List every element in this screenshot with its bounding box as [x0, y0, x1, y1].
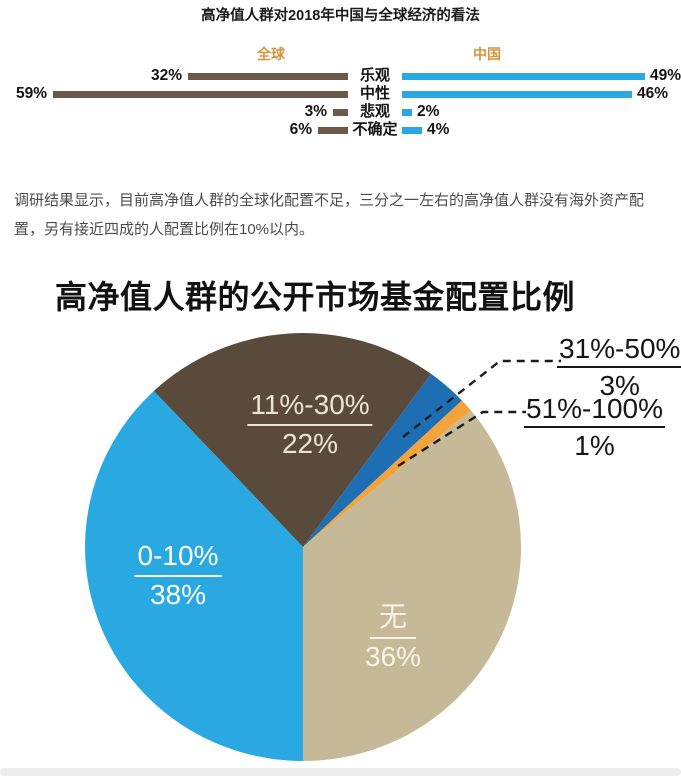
slice-range-text: 0-10% [134, 540, 222, 577]
survey-paragraph: 调研结果显示，目前高净值人群的全球化配置不足，三分之一左右的高净值人群没有海外资… [14, 192, 645, 238]
leader-line-51-100 [397, 410, 526, 468]
global-bar [333, 108, 348, 116]
bottom-divider [0, 768, 681, 776]
pie-slice-31%-50% [303, 373, 462, 547]
slice-pct-text: 38% [149, 578, 207, 610]
china-side: 2% [402, 103, 681, 121]
callout-label-51-100: 51%-100% 1% [524, 393, 665, 462]
callout-label-31-50: 31%-50% 3% [557, 333, 681, 402]
global-bar [188, 72, 348, 80]
category-label: 悲观 [359, 103, 390, 120]
china-side: 46% [402, 85, 681, 103]
pie-slice-51%-100% [303, 400, 471, 547]
callout-pct-text: 1% [574, 429, 615, 461]
callout-pct-text: 3% [599, 369, 640, 401]
china-bar [402, 72, 645, 80]
slice-label-0-10: 0-10% 38% [134, 540, 222, 611]
slice-pct-text: 36% [364, 640, 422, 672]
legend-global-label: 全球 [257, 46, 285, 62]
china-value-label: 2% [417, 103, 440, 120]
bar-row: 59% 中性 46% [0, 85, 681, 103]
china-side: 4% [402, 121, 681, 139]
global-value-label: 32% [150, 67, 182, 84]
global-bar [53, 90, 348, 98]
china-value-label: 49% [649, 67, 681, 84]
china-bar [402, 108, 412, 116]
bar-row: 6% 不确定 4% [0, 121, 681, 139]
global-side: 3% [0, 103, 348, 121]
callout-range-text: 31%-50% [557, 333, 681, 368]
global-value-label: 59% [15, 85, 47, 102]
global-side: 59% [0, 85, 348, 103]
global-value-label: 3% [304, 103, 327, 120]
slice-label-11-30: 11%-30% 22% [247, 389, 373, 460]
slice-label-none: 无 36% [364, 601, 422, 673]
global-value-label: 6% [289, 121, 312, 138]
china-value-label: 4% [427, 121, 450, 138]
callout-range-text: 51%-100% [524, 393, 665, 428]
callout-leader-lines [397, 359, 561, 468]
slice-range-text: 11%-30% [247, 389, 373, 426]
china-bar [402, 126, 422, 134]
slice-range-text: 无 [369, 601, 417, 639]
category-label: 中性 [359, 85, 390, 102]
slice-pct-text: 22% [281, 427, 339, 459]
pie-slice-无 [303, 410, 522, 761]
china-value-label: 46% [637, 85, 669, 102]
global-side: 6% [0, 121, 348, 139]
pie-slice-11%-30% [153, 333, 432, 547]
pie-chart-title: 高净值人群的公开市场基金配置比例 [55, 279, 576, 315]
global-side: 32% [0, 67, 348, 85]
global-bar [318, 126, 348, 134]
bar-row: 3% 悲观 2% [0, 103, 681, 121]
china-bar [402, 90, 632, 98]
bar-chart-title: 高净值人群对2018年中国与全球经济的看法 [201, 8, 480, 24]
bar-chart-rows: 32% 乐观 49% 59% 中性 46% 3% 悲观 2% 6% 不确定 4% [0, 67, 681, 139]
category-label: 不确定 [352, 121, 398, 138]
pie-slices [85, 333, 522, 761]
legend-china-label: 中国 [473, 46, 501, 62]
bar-row: 32% 乐观 49% [0, 67, 681, 85]
category-label: 乐观 [359, 67, 390, 84]
china-side: 49% [402, 67, 681, 85]
